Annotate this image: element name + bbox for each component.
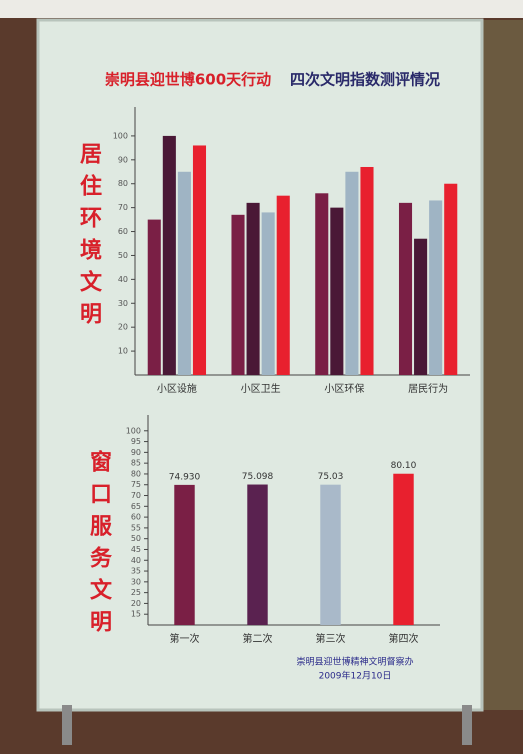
footer-org: 崇明县迎世博精神文明督察办 [296,656,413,668]
subtitle: 四次文明指数测评情况 [290,71,440,89]
y-tick-label: 70 [118,203,128,212]
bar [429,200,443,375]
value-label: 80.10 [391,461,417,471]
y-tick-label: 20 [118,323,128,332]
y-axis-title: 居住环境文明 [76,142,102,334]
bar [276,195,290,375]
x-tick-label: 居民行为 [408,382,448,395]
x-tick-label: 第三次 [316,632,346,645]
bar [393,473,414,625]
y-tick-label: 60 [131,513,141,522]
y-tick-label: 60 [118,227,128,236]
y-tick-label: 40 [131,556,141,565]
y-tick-label: 25 [131,588,141,597]
value-label: 74.930 [169,472,201,482]
bar [444,183,458,375]
bar [147,219,161,375]
bar [398,202,413,375]
bar [261,212,275,375]
bar [246,202,260,375]
y-tick-label: 80 [118,179,128,188]
board-leg [462,705,472,745]
y-tick-label: 100 [113,131,128,140]
y-tick-label: 30 [118,299,128,308]
title: 崇明县迎世博600天行动 [105,71,271,89]
x-tick-label: 小区设施 [157,382,197,395]
y-tick-label: 85 [131,459,141,468]
wall [0,0,523,18]
bar [345,171,359,375]
bar [320,484,341,625]
bar [162,135,176,375]
x-tick-label: 小区卫生 [241,382,281,395]
bar [315,193,329,375]
board-leg [62,705,72,745]
x-tick-label: 第四次 [389,632,419,645]
bar [174,484,195,625]
y-tick-label: 10 [118,347,128,356]
plant-area [480,20,523,710]
bar [330,207,344,375]
y-tick-label: 75 [131,480,141,489]
y-tick-label: 65 [131,502,141,511]
y-tick-label: 80 [131,469,141,478]
y-tick-label: 30 [131,577,141,586]
y-tick-label: 40 [118,275,128,284]
y-tick-label: 45 [131,545,141,554]
bar [247,484,268,625]
value-label: 75.03 [318,472,344,482]
y-tick-label: 15 [131,610,141,619]
y-tick-label: 50 [131,534,141,543]
y-tick-label: 90 [118,155,128,164]
bar [360,166,374,375]
y-tick-label: 100 [126,426,141,435]
y-tick-label: 50 [118,251,128,260]
value-label: 75.098 [242,472,274,482]
y-axis-title: 窗口服务文明 [86,449,112,642]
y-tick-label: 35 [131,567,141,576]
y-tick-label: 20 [131,599,141,608]
bar [177,171,191,375]
y-tick-label: 70 [131,491,141,500]
bar [231,214,245,375]
y-tick-label: 55 [131,523,141,532]
x-tick-label: 第二次 [243,632,273,645]
footer-date: 2009年12月10日 [319,670,392,682]
x-tick-label: 第一次 [170,632,200,645]
bar [192,145,207,375]
x-tick-label: 小区环保 [324,382,364,395]
bar [414,238,428,375]
y-tick-label: 90 [131,448,141,457]
y-tick-label: 95 [131,437,141,446]
